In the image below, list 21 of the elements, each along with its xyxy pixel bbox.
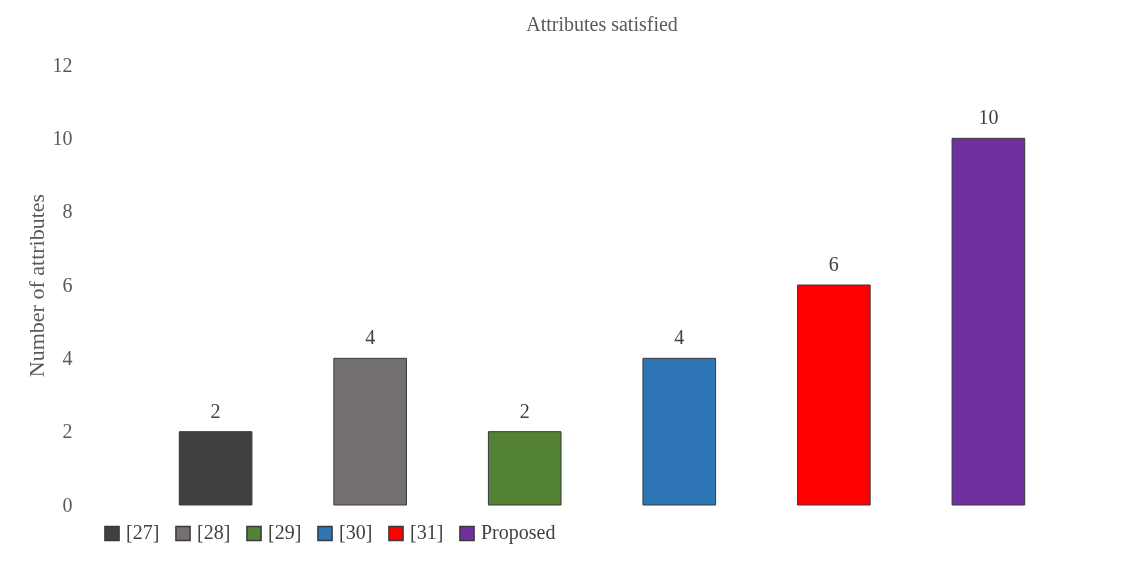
y-tick-label: 8 (62, 200, 73, 223)
data-label: 2 (519, 399, 530, 422)
y-tick-label: 4 (62, 346, 73, 369)
legend-label: [28] (197, 521, 231, 544)
legend-label: [29] (268, 521, 302, 544)
legend-label: [27] (126, 521, 160, 544)
y-axis-title: Number of attributes (23, 193, 49, 378)
data-label: 10 (978, 106, 999, 129)
y-tick-label: 2 (62, 420, 73, 443)
y-tick-label: 6 (62, 273, 73, 296)
legend-label: Proposed (481, 521, 556, 545)
legend-label: [31] (410, 521, 444, 544)
y-tick-label: 10 (52, 126, 73, 149)
y-tick-label: 12 (52, 53, 73, 76)
data-label: 6 (828, 253, 839, 275)
chart-title: Attributes satisfied (526, 13, 678, 35)
data-label: 2 (210, 399, 221, 422)
legend-label: [30] (339, 521, 373, 544)
data-label: 4 (365, 326, 376, 349)
data-label: 4 (674, 326, 685, 349)
y-tick-label: 0 (62, 493, 73, 516)
